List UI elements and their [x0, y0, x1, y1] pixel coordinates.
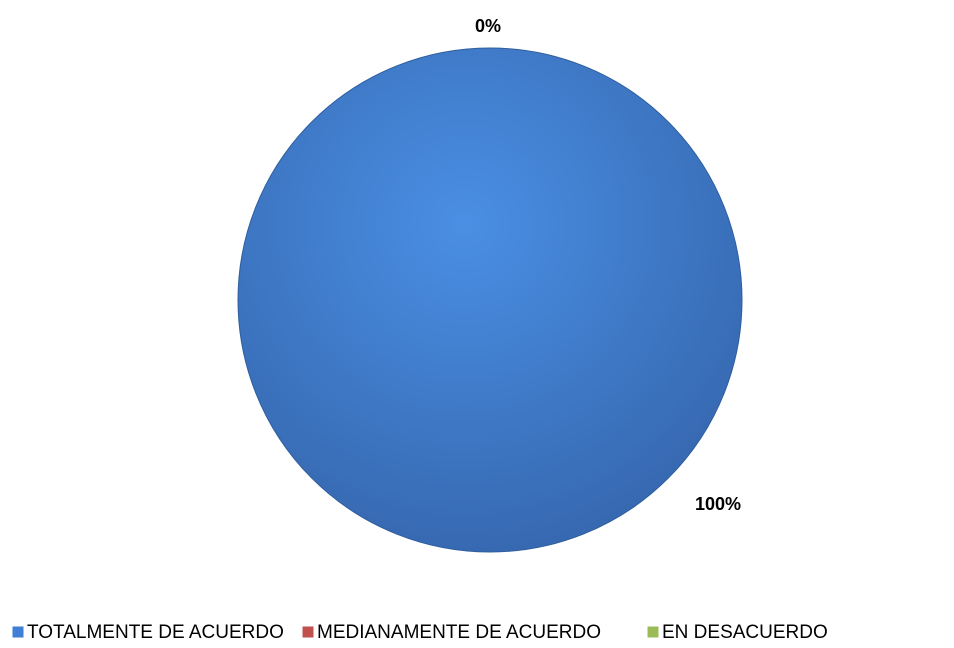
pie-slice [237, 47, 743, 553]
legend-label: TOTALMENTE DE ACUERDO [27, 622, 284, 643]
legend-swatch [646, 625, 660, 639]
legend-swatch [301, 625, 315, 639]
data-label: 100% [695, 494, 741, 514]
legend-label: EN DESACUERDO [662, 622, 828, 643]
legend-label: MEDIANAMENTE DE ACUERDO [317, 622, 601, 643]
legend-swatch [11, 625, 25, 639]
data-label: 0% [475, 16, 501, 36]
